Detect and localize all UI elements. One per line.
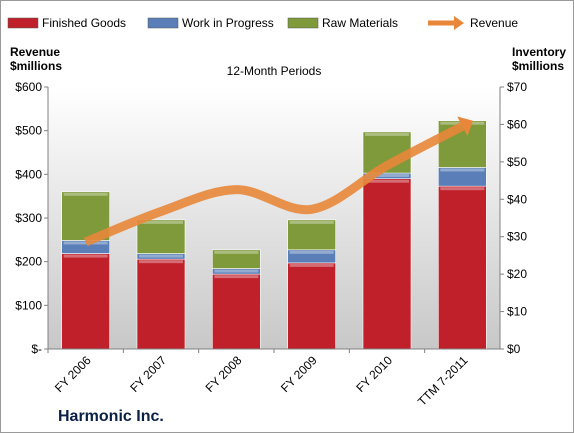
right-tick-label-1: $10 — [507, 305, 527, 319]
bar-highlight-work-in-progress-ttm-7-2011 — [440, 168, 485, 172]
legend-label-revenue: Revenue — [470, 16, 518, 30]
right-axis-label-line2: $millions — [512, 59, 564, 73]
bar-finished-goods-ttm-7-2011 — [438, 185, 487, 350]
bar-highlight-raw-materials-fy-2009 — [289, 220, 334, 224]
bar-raw-materials-fy-2008 — [212, 249, 261, 269]
left-axis-label-line2: $millions — [10, 59, 62, 73]
revenue-line-arrowhead — [457, 116, 473, 137]
revenue-line — [83, 122, 465, 247]
bar-highlight-finished-goods-fy-2006 — [63, 254, 108, 258]
legend-swatch-arrow-revenue — [454, 16, 464, 30]
bar-highlight-finished-goods-fy-2010 — [365, 179, 409, 183]
right-tick-label-5: $50 — [507, 155, 527, 169]
chart-subtitle: 12-Month Periods — [227, 64, 322, 78]
bar-highlight-finished-goods-fy-2007 — [139, 260, 183, 264]
company-name: Harmonic Inc. — [58, 408, 164, 425]
bar-finished-goods-fy-2010 — [362, 178, 412, 350]
bar-finished-goods-fy-2009 — [287, 262, 336, 350]
right-tick-label-6: $60 — [507, 117, 527, 131]
right-tick-label-7: $70 — [507, 80, 527, 94]
bar-highlight-finished-goods-fy-2009 — [289, 263, 334, 267]
bar-highlight-raw-materials-fy-2006 — [63, 192, 108, 196]
legend-swatch-raw-materials — [287, 17, 319, 29]
bar-highlight-work-in-progress-fy-2007 — [139, 254, 183, 258]
bar-highlight-finished-goods-fy-2008 — [214, 275, 259, 279]
legend-label-raw-materials: Raw Materials — [322, 16, 398, 30]
left-tick-label-2: $200 — [15, 255, 42, 269]
left-tick-label-1: $100 — [15, 298, 42, 312]
legend-swatch-work-in-progress — [147, 17, 179, 29]
right-tick-label-2: $20 — [507, 267, 527, 281]
legend-label-finished-goods: Finished Goods — [42, 16, 126, 30]
bar-highlight-work-in-progress-fy-2009 — [289, 250, 334, 254]
legend-swatch-finished-goods — [7, 17, 39, 29]
bar-highlight-finished-goods-ttm-7-2011 — [440, 187, 485, 191]
bar-highlight-work-in-progress-fy-2010 — [365, 174, 409, 178]
bar-finished-goods-fy-2006 — [61, 253, 110, 350]
right-tick-label-3: $30 — [507, 230, 527, 244]
left-tick-label-6: $600 — [15, 80, 42, 94]
bar-finished-goods-fy-2008 — [212, 273, 261, 350]
plot-area — [48, 87, 500, 349]
left-tick-label-4: $400 — [15, 167, 42, 181]
left-axis-label-line1: Revenue — [10, 45, 60, 59]
left-tick-label-0: $- — [31, 342, 42, 356]
bar-highlight-raw-materials-fy-2007 — [139, 220, 183, 224]
bar-raw-materials-fy-2007 — [136, 219, 186, 254]
bar-finished-goods-fy-2007 — [136, 258, 186, 350]
left-tick-label-3: $300 — [15, 211, 42, 225]
right-axis-label-line1: Inventory — [512, 45, 566, 59]
right-tick-label-0: $0 — [507, 342, 521, 356]
bar-highlight-raw-materials-fy-2008 — [214, 250, 259, 254]
bar-highlight-work-in-progress-fy-2006 — [63, 241, 108, 245]
bar-raw-materials-fy-2009 — [287, 219, 336, 251]
bar-highlight-work-in-progress-fy-2008 — [214, 269, 259, 273]
bar-highlight-raw-materials-fy-2010 — [365, 132, 409, 136]
right-tick-label-4: $40 — [507, 192, 527, 206]
legend-label-work-in-progress: Work in Progress — [182, 16, 274, 30]
left-tick-label-5: $500 — [15, 124, 42, 138]
